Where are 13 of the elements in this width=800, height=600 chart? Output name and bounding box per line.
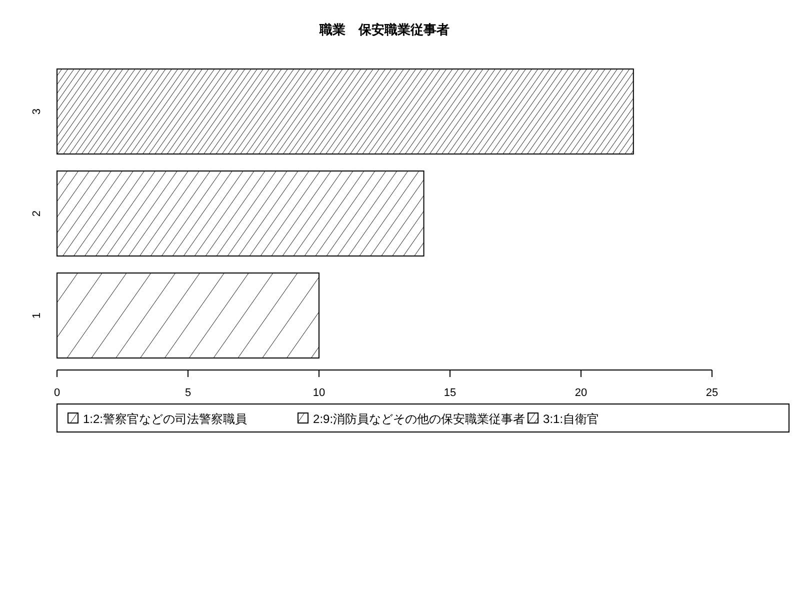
legend-label: 2:9:消防員などその他の保安職業従事者 xyxy=(313,412,526,426)
y-tick-label: 1 xyxy=(31,312,43,319)
legend-label: 1:2:警察官などの司法警察職員 xyxy=(83,412,248,426)
legend-label: 3:1:自衛官 xyxy=(543,412,600,426)
x-tick-label: 10 xyxy=(312,387,326,399)
x-tick-label: 25 xyxy=(706,387,718,399)
x-tick-label: 20 xyxy=(574,387,588,399)
chart-title: 職業 保安職業従事者 xyxy=(318,22,450,37)
y-tick-label: 2 xyxy=(31,210,43,217)
x-tick-label: 0 xyxy=(54,387,60,399)
y-tick-label: 3 xyxy=(31,108,43,115)
x-tick-label: 15 xyxy=(444,387,456,399)
x-tick-label: 5 xyxy=(184,387,192,399)
